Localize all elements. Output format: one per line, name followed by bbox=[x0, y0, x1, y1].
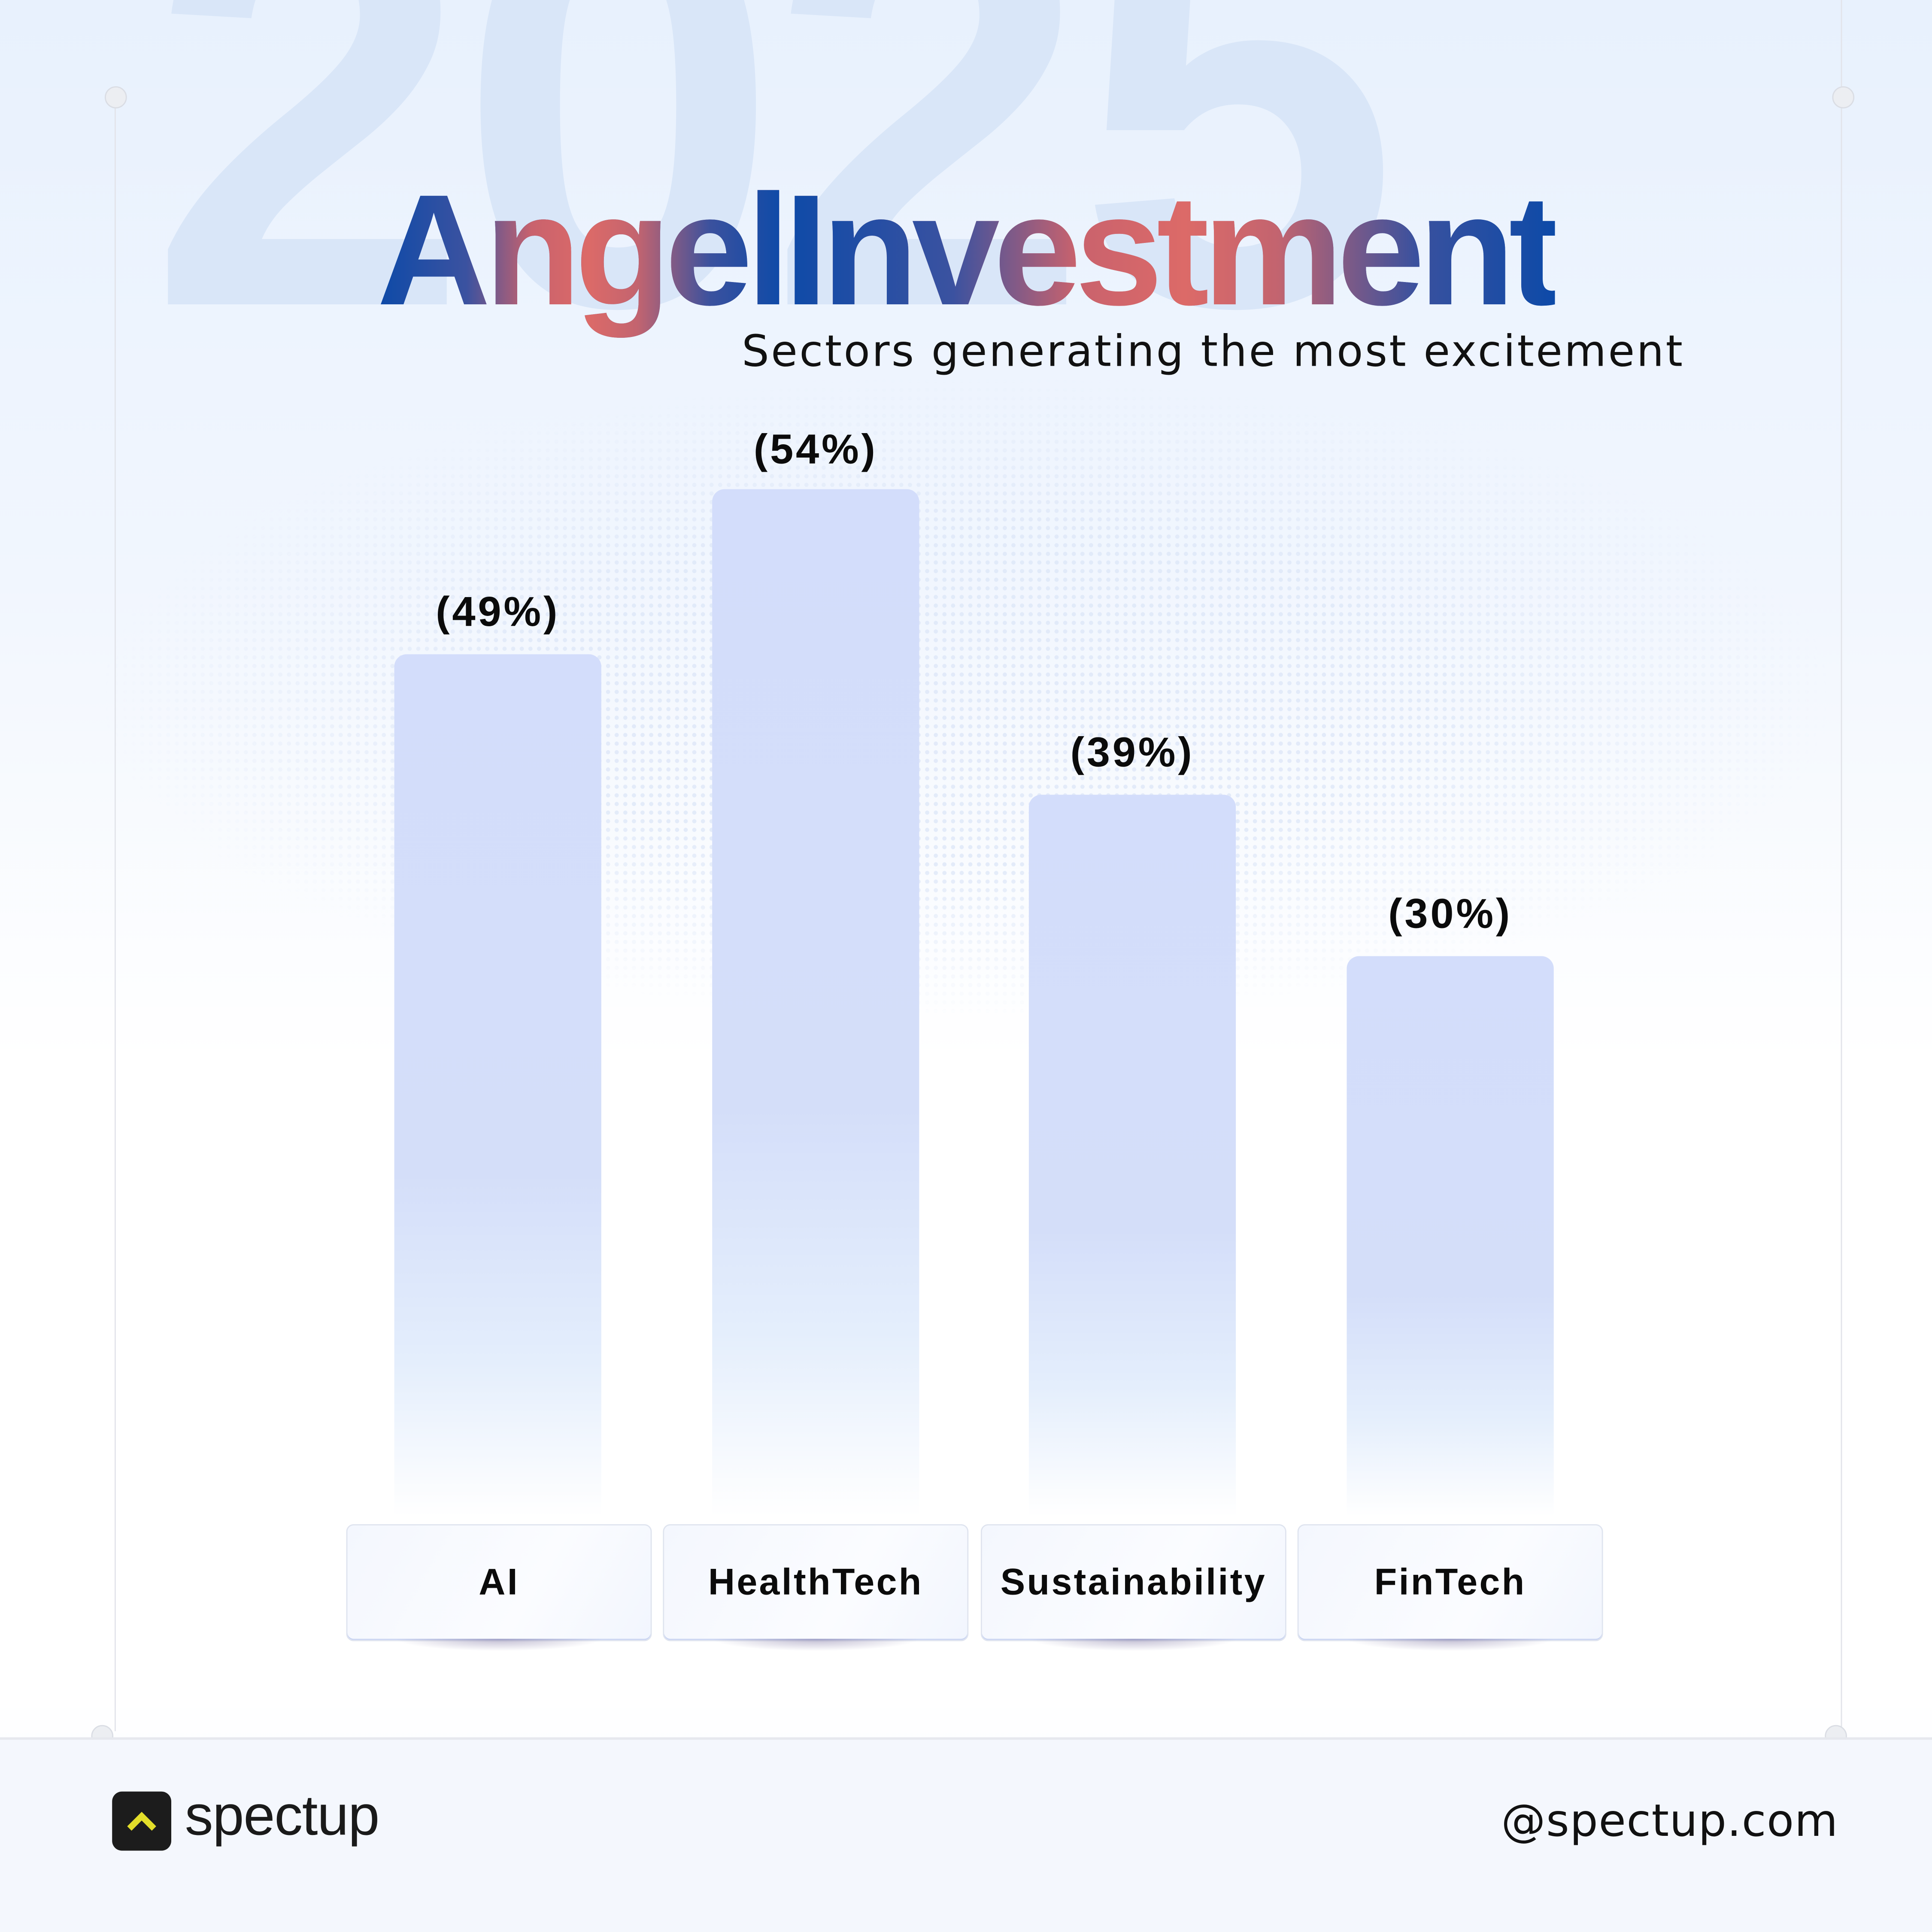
bar-sustainability bbox=[1028, 795, 1236, 1517]
value-label: (39%) bbox=[1070, 729, 1195, 776]
footer-divider bbox=[0, 1737, 1932, 1740]
value-label: (49%) bbox=[436, 589, 560, 636]
value-label: (30%) bbox=[1388, 891, 1513, 938]
guide-line-left bbox=[114, 104, 116, 1732]
value-label: (54%) bbox=[753, 426, 878, 473]
title-text: AngelInvestment bbox=[376, 162, 1562, 339]
label-shadow bbox=[1028, 1638, 1238, 1651]
category-label-fintech: FinTech bbox=[1297, 1524, 1603, 1641]
bar-healthtech bbox=[712, 489, 919, 1517]
guide-dot bbox=[1832, 86, 1855, 109]
subtitle: Sectors generating the most excitement bbox=[742, 328, 1685, 377]
category-label-ai: AI bbox=[346, 1524, 652, 1641]
label-shadow bbox=[1345, 1638, 1555, 1651]
bar-ai bbox=[394, 654, 601, 1517]
guide-line-right bbox=[1841, 0, 1842, 1738]
category-label-healthtech: HealthTech bbox=[663, 1524, 969, 1641]
chevron-up-icon bbox=[127, 1812, 156, 1831]
label-shadow bbox=[394, 1638, 604, 1651]
world-map-dots bbox=[0, 308, 1932, 1171]
brand-name[interactable]: spectup bbox=[185, 1783, 380, 1847]
footer bbox=[0, 1740, 1932, 1932]
label-shadow bbox=[711, 1638, 921, 1651]
website-handle[interactable]: @spectup.com bbox=[1501, 1796, 1838, 1847]
brand-logo[interactable] bbox=[112, 1791, 172, 1851]
title-word-investment: Investment bbox=[784, 162, 1562, 339]
page-title: AngelInvestment bbox=[0, 172, 1932, 330]
title-word-angel: Angel bbox=[376, 162, 790, 339]
guide-dot bbox=[104, 86, 127, 109]
bar-fintech bbox=[1347, 956, 1554, 1517]
category-label-sustainability: Sustainability bbox=[980, 1524, 1286, 1641]
